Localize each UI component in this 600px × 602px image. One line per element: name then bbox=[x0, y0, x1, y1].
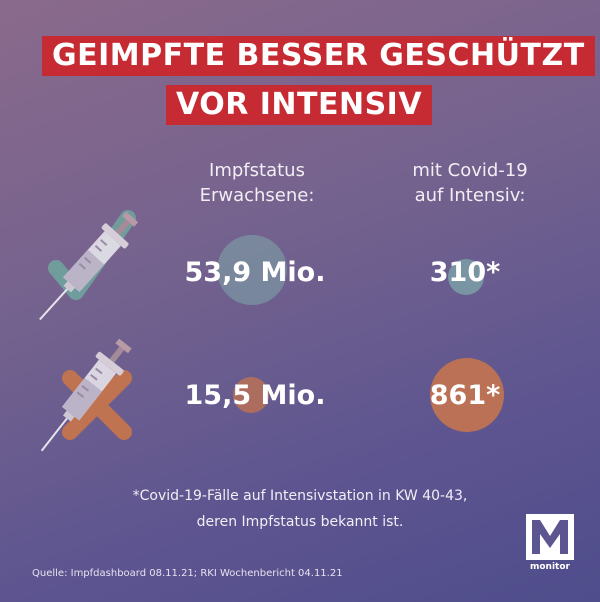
footnote-line-1: *Covid-19-Fälle auf Intensivstation in K… bbox=[132, 488, 468, 504]
logo-label: monitor bbox=[530, 562, 570, 572]
title-line-1: GEIMPFTE BESSER GESCHÜTZT bbox=[42, 36, 595, 76]
column-header-icu: mit Covid-19 auf Intensiv: bbox=[385, 158, 555, 208]
bubble-vaccinated-icu bbox=[448, 259, 484, 295]
value-unvaccinated-adults: 15,5 Mio. bbox=[184, 380, 326, 411]
bubble-unvaccinated-icu bbox=[430, 358, 504, 432]
column-header-vaccination-status: Impfstatus Erwachsene: bbox=[172, 158, 342, 208]
bubble-vaccinated-adults bbox=[217, 235, 287, 305]
value-vaccinated-adults: 53,9 Mio. bbox=[184, 257, 326, 288]
column-header-left-line-2: Erwachsene: bbox=[199, 185, 315, 206]
value-unvaccinated-icu: 861* bbox=[429, 380, 501, 411]
value-vaccinated-icu: 310* bbox=[429, 257, 501, 288]
monitor-logo-icon bbox=[526, 514, 574, 560]
syringe-with-check-icon bbox=[39, 210, 139, 321]
monitor-logo: monitor bbox=[526, 514, 574, 576]
footnote-line-2: deren Impfstatus bekannt ist. bbox=[196, 514, 404, 530]
column-header-right-line-2: auf Intensiv: bbox=[414, 185, 526, 206]
column-header-left-line-1: Impfstatus bbox=[209, 160, 305, 181]
title-line-2: VOR INTENSIV bbox=[166, 85, 433, 125]
column-header-right-line-1: mit Covid-19 bbox=[412, 160, 528, 181]
bubble-unvaccinated-adults bbox=[233, 377, 269, 413]
source-credit: Quelle: Impfdashboard 08.11.21; RKI Woch… bbox=[32, 568, 343, 579]
syringe-with-cross-icon bbox=[40, 338, 132, 452]
